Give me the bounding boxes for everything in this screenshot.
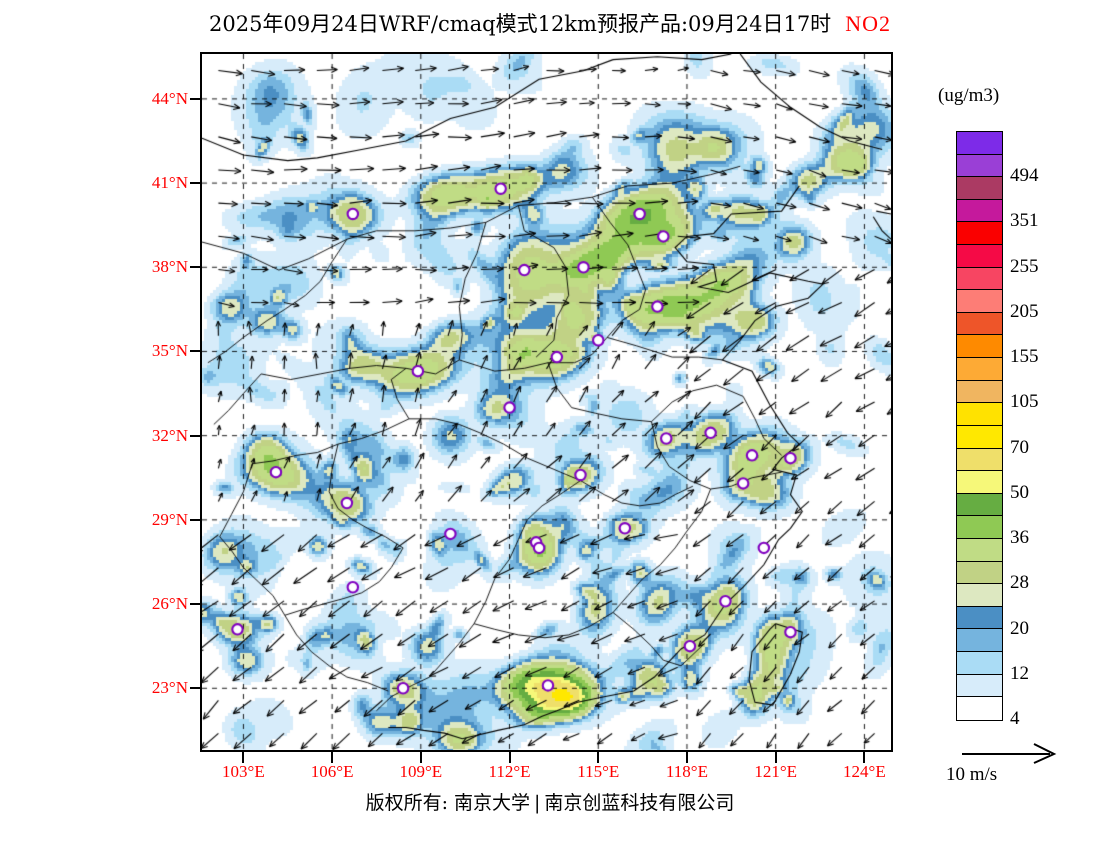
colorbar-segment-17 [957, 516, 1002, 539]
colorbar-units-label: (ug/m3) [938, 85, 1000, 106]
colorbar-segment-4 [957, 222, 1002, 246]
colorbar-tick-155: 155 [1010, 346, 1039, 368]
wind-arrow-icon [962, 743, 1057, 764]
axis-lat-label-26°N: 26°N [151, 594, 188, 614]
concentration-field-canvas [202, 54, 891, 750]
axis-lon-label-124°E: 124°E [843, 762, 886, 781]
colorbar-tick-50: 50 [1010, 481, 1029, 503]
axis-lon-label-109°E: 109°E [399, 762, 443, 781]
footer-company-text: 南京创蓝科技有限公司 [544, 792, 735, 814]
colorbar-segment-11 [957, 380, 1002, 404]
colorbar-segment-8 [957, 312, 1002, 336]
colorbar-segment-18 [957, 538, 1002, 562]
axis-lon-label-115°E: 115°E [577, 762, 620, 781]
forecast-map[interactable] [200, 52, 893, 752]
axis-lat-label-44°N: 44°N [151, 88, 188, 108]
colorbar-tick-205: 205 [1010, 300, 1039, 322]
axis-lat-label-38°N: 38°N [151, 257, 188, 277]
colorbar-segment-5 [957, 245, 1002, 268]
axis-lat-label-29°N: 29°N [151, 509, 188, 529]
colorbar-tick-351: 351 [1010, 210, 1039, 232]
axis-lon-tick [242, 752, 245, 763]
axis-lon-tick [685, 752, 688, 763]
chart-title: 2025年09月24日WRF/cmaq模式12km预报产品:09月24日17时 N… [0, 8, 1100, 38]
colorbar-tick-20: 20 [1010, 617, 1029, 639]
axis-lat-label-23°N: 23°N [151, 678, 188, 698]
colorbar[interactable] [956, 131, 1003, 721]
colorbar-segment-21 [957, 606, 1002, 630]
footer-copyright: 版权所有: 南京大学 | 南京创蓝科技有限公司 [0, 788, 1100, 815]
axis-lon-label-112°E: 112°E [488, 762, 531, 781]
colorbar-segment-1 [957, 154, 1002, 178]
axis-lon-label-121°E: 121°E [754, 762, 798, 781]
colorbar-tick-105: 105 [1010, 391, 1039, 413]
colorbar-segment-25 [957, 697, 1002, 720]
axis-lon-tick [774, 752, 777, 763]
axis-lon-tick [419, 752, 422, 763]
colorbar-segment-0 [957, 132, 1002, 155]
colorbar-tick-12: 12 [1010, 662, 1029, 684]
title-main-text: 2025年09月24日WRF/cmaq模式12km预报产品:09月24日17时 [209, 12, 832, 36]
axis-lat-label-41°N: 41°N [151, 173, 188, 193]
colorbar-segment-10 [957, 358, 1002, 381]
axis-lon-tick [508, 752, 511, 763]
axis-lon-tick [331, 752, 334, 763]
colorbar-segment-19 [957, 561, 1002, 585]
footer-copyright-text: 版权所有: 南京大学 [365, 792, 531, 814]
colorbar-segment-7 [957, 290, 1002, 313]
footer-separator: | [534, 792, 541, 814]
colorbar-segment-2 [957, 177, 1002, 200]
colorbar-tick-28: 28 [1010, 572, 1029, 594]
colorbar-segment-12 [957, 403, 1002, 426]
axis-lon-label-103°E: 103°E [222, 762, 265, 781]
colorbar-segment-6 [957, 267, 1002, 291]
colorbar-tick-255: 255 [1010, 255, 1039, 277]
colorbar-tick-4: 4 [1010, 708, 1020, 729]
colorbar-segment-15 [957, 471, 1002, 494]
colorbar-segment-23 [957, 652, 1002, 675]
axis-lat-label-32°N: 32°N [151, 425, 188, 445]
axis-lon-tick [863, 752, 866, 763]
axis-lon-label-106°E: 106°E [310, 762, 354, 781]
axis-lon-label-118°E: 118°E [665, 762, 708, 781]
colorbar-segment-22 [957, 629, 1002, 653]
colorbar-segment-24 [957, 674, 1002, 698]
colorbar-segment-3 [957, 199, 1002, 223]
axis-lat-label-35°N: 35°N [151, 341, 188, 361]
colorbar-tick-36: 36 [1010, 527, 1029, 549]
colorbar-segment-13 [957, 425, 1002, 449]
colorbar-tick-70: 70 [1010, 436, 1029, 458]
wind-scale-legend: 10 m/s [946, 742, 1088, 790]
colorbar-segment-20 [957, 584, 1002, 607]
colorbar-tick-494: 494 [1010, 165, 1039, 187]
colorbar-segment-16 [957, 493, 1002, 517]
title-species-label: NO2 [845, 11, 891, 36]
colorbar-segment-14 [957, 448, 1002, 472]
colorbar-segment-9 [957, 335, 1002, 359]
axis-lon-tick [597, 752, 600, 763]
wind-scale-label: 10 m/s [946, 764, 998, 785]
